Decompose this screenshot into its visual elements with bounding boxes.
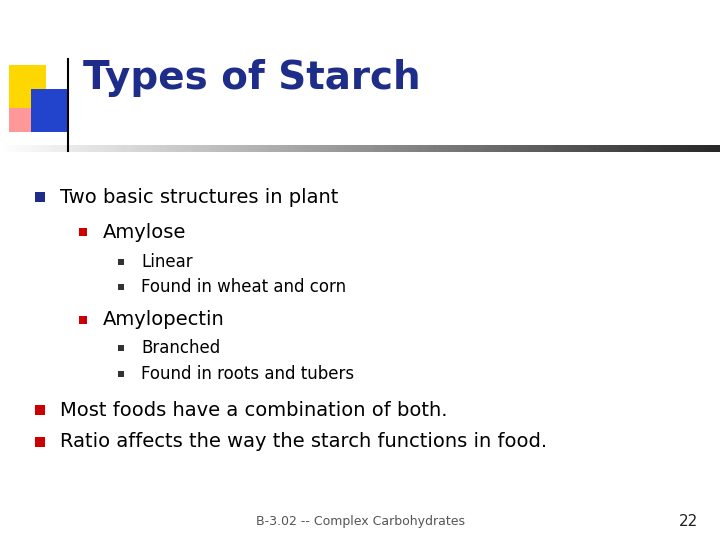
Text: Two basic structures in plant: Two basic structures in plant	[60, 187, 338, 207]
Bar	[31, 89, 68, 132]
Text: Found in wheat and corn: Found in wheat and corn	[141, 278, 346, 296]
Text: Linear: Linear	[141, 253, 193, 271]
Text: Amylose: Amylose	[103, 222, 186, 242]
Text: B-3.02 -- Complex Carbohydrates: B-3.02 -- Complex Carbohydrates	[256, 515, 464, 528]
Text: Branched: Branched	[141, 339, 220, 357]
Text: Types of Starch: Types of Starch	[83, 59, 420, 97]
Text: Amylopectin: Amylopectin	[103, 310, 225, 329]
Text: 22: 22	[679, 514, 698, 529]
Text: Most foods have a combination of both.: Most foods have a combination of both.	[60, 401, 447, 420]
Text: Found in roots and tubers: Found in roots and tubers	[141, 364, 354, 383]
Bar	[9, 65, 46, 108]
Text: Ratio affects the way the starch functions in food.: Ratio affects the way the starch functio…	[60, 432, 547, 451]
Bar	[9, 92, 22, 108]
Bar	[9, 106, 32, 132]
